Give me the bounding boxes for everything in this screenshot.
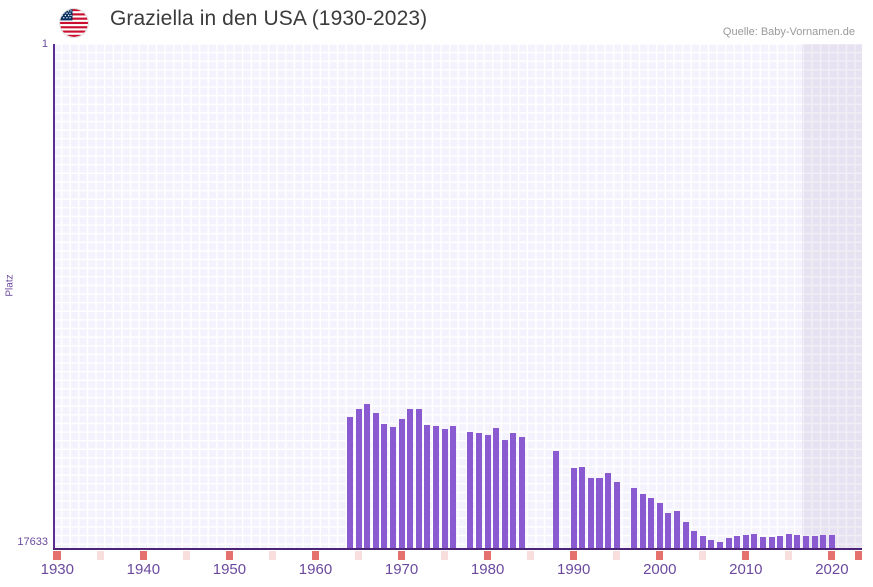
- bars-layer: [53, 44, 862, 549]
- bar-1981: [493, 427, 500, 549]
- bar-2014: [777, 535, 784, 549]
- x-tick-minor-1975: [441, 551, 449, 560]
- x-tick-label-1990: 1990: [556, 561, 591, 578]
- x-tick-1990: [570, 551, 578, 560]
- bar-2019: [820, 534, 827, 549]
- x-tick-label-1960: 1960: [298, 561, 333, 578]
- x-axis-line: [53, 548, 862, 550]
- bar-2000: [656, 503, 663, 549]
- bar-2004: [691, 530, 698, 549]
- bar-1991: [579, 467, 586, 549]
- x-tick-2010: [742, 551, 750, 560]
- bar-1965: [355, 409, 362, 549]
- bar-2013: [768, 537, 775, 549]
- x-tick-minor-2005: [699, 551, 707, 560]
- source-attribution: Quelle: Baby-Vornamen.de: [722, 26, 855, 38]
- bar-1978: [467, 431, 474, 549]
- x-tick-end: [855, 551, 862, 560]
- x-tick-2000: [656, 551, 664, 560]
- bar-1975: [441, 428, 448, 549]
- x-tick-label-2000: 2000: [643, 561, 677, 578]
- bar-1970: [398, 419, 405, 549]
- x-tick-minor-2015: [785, 551, 793, 560]
- x-tick-label-1940: 1940: [126, 561, 161, 578]
- bar-2017: [803, 535, 810, 549]
- x-tick-1960: [311, 551, 319, 560]
- bar-1994: [605, 473, 612, 549]
- bar-1972: [415, 409, 422, 549]
- y-axis-line: [53, 44, 55, 549]
- x-tick-minor-1945: [182, 551, 190, 560]
- y-axis-top-label: 1: [41, 38, 48, 50]
- x-tick-minor-1955: [268, 551, 276, 560]
- bar-1998: [639, 493, 646, 549]
- bar-2009: [734, 535, 741, 549]
- bar-2011: [751, 533, 758, 549]
- chart-header: Graziella in den USA (1930-2023) Quelle:…: [0, 0, 873, 44]
- bar-1997: [630, 488, 637, 549]
- bar-2015: [785, 533, 792, 549]
- x-tick-minor-1965: [355, 551, 363, 560]
- y-axis-title: Platz: [4, 274, 16, 297]
- bar-2016: [794, 534, 801, 549]
- us-flag-icon: [60, 9, 88, 37]
- y-axis-bottom-label: 17633: [17, 536, 48, 548]
- bar-2007: [716, 541, 723, 549]
- x-tick-2020: [828, 551, 836, 560]
- bar-1979: [476, 432, 483, 549]
- bar-2006: [708, 539, 715, 549]
- x-tick-minor-1995: [613, 551, 621, 560]
- bar-1966: [364, 404, 371, 549]
- bar-1974: [432, 425, 439, 549]
- x-tick-label-1950: 1950: [212, 561, 247, 578]
- bar-1993: [596, 477, 603, 549]
- x-tick-minor-1985: [527, 551, 535, 560]
- page-title: Graziella in den USA (1930-2023): [110, 7, 428, 30]
- x-tick-label-1930: 1930: [40, 561, 74, 578]
- bar-2018: [811, 535, 818, 549]
- bar-2010: [742, 534, 749, 549]
- bar-2002: [673, 511, 680, 549]
- bar-1999: [648, 498, 655, 549]
- bar-1971: [407, 409, 414, 549]
- bar-1990: [570, 468, 577, 549]
- bar-1980: [484, 434, 491, 549]
- bar-1976: [450, 425, 457, 549]
- x-tick-start: [53, 551, 60, 560]
- bar-2020: [828, 534, 835, 549]
- bar-2005: [699, 535, 706, 549]
- bar-2001: [665, 513, 672, 549]
- bar-1983: [510, 432, 517, 549]
- bar-1982: [501, 439, 508, 549]
- x-tick-1980: [484, 551, 492, 560]
- bar-2008: [725, 537, 732, 549]
- bar-1988: [553, 451, 560, 549]
- bar-1973: [424, 424, 431, 549]
- x-tick-label-2010: 2010: [729, 561, 763, 578]
- bar-2003: [682, 522, 689, 549]
- bar-1992: [587, 478, 594, 549]
- x-tick-1940: [139, 551, 147, 560]
- bar-1969: [389, 426, 396, 549]
- x-tick-label-2020: 2020: [815, 561, 849, 578]
- bar-1984: [519, 436, 526, 549]
- bar-1967: [372, 413, 379, 549]
- x-tick-1970: [398, 551, 406, 560]
- x-tick-label-1970: 1970: [384, 561, 419, 578]
- bar-1995: [613, 481, 620, 549]
- bar-1968: [381, 423, 388, 549]
- x-tick-1950: [225, 551, 233, 560]
- bar-1964: [346, 416, 353, 549]
- x-tick-minor-1935: [96, 551, 104, 560]
- x-tick-label-1980: 1980: [470, 561, 505, 578]
- bar-2012: [760, 537, 767, 549]
